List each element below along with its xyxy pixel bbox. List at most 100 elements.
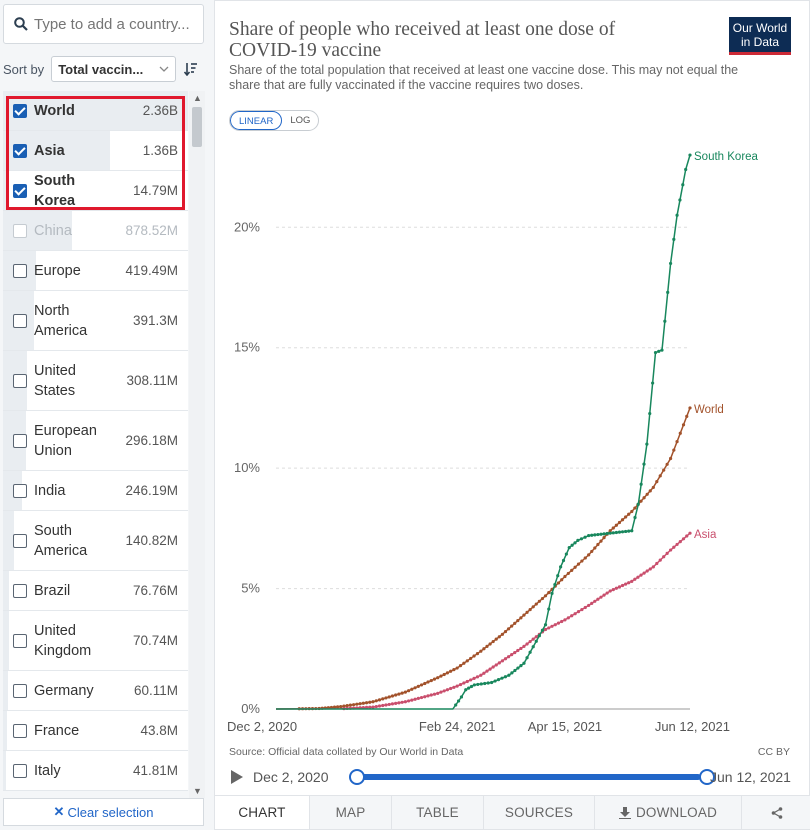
country-checkbox[interactable] xyxy=(13,313,27,328)
country-checkbox[interactable] xyxy=(13,143,27,158)
data-point xyxy=(439,674,443,678)
country-row[interactable]: France 43.8M xyxy=(3,711,188,751)
country-row[interactable]: South America 140.82M xyxy=(3,511,188,571)
country-row[interactable]: Europe 419.49M xyxy=(3,251,188,291)
data-point xyxy=(496,678,501,682)
timeline-end-handle[interactable] xyxy=(699,769,715,785)
data-point xyxy=(494,663,498,667)
country-checkbox[interactable] xyxy=(13,683,27,698)
sort-order-icon[interactable] xyxy=(184,62,198,76)
country-name: World xyxy=(34,102,75,119)
data-point xyxy=(403,700,407,704)
scale-toggle: LINEAR LOG xyxy=(229,110,320,131)
country-row[interactable]: China 878.52M xyxy=(3,211,188,251)
country-value: 1.36B xyxy=(142,143,178,158)
country-checkbox[interactable] xyxy=(13,373,27,388)
linear-scale-button[interactable]: LINEAR xyxy=(230,111,283,130)
data-point xyxy=(566,616,570,620)
country-checkbox[interactable] xyxy=(13,483,27,498)
logo-line-1: Our World xyxy=(732,21,788,35)
data-point xyxy=(624,582,628,586)
country-checkbox[interactable] xyxy=(13,763,27,778)
play-icon[interactable] xyxy=(231,770,243,784)
country-checkbox[interactable] xyxy=(13,433,27,448)
series-label: Asia xyxy=(694,529,717,541)
country-row[interactable]: Asia 1.36B xyxy=(3,131,188,171)
series-line-world xyxy=(275,407,691,710)
data-point xyxy=(500,676,504,680)
data-point xyxy=(491,639,495,644)
country-value: 41.81M xyxy=(132,763,178,778)
data-point xyxy=(681,183,685,187)
country-checkbox[interactable] xyxy=(13,103,27,118)
data-point xyxy=(627,529,631,533)
clear-selection-button[interactable]: ✕ Clear selection xyxy=(3,798,204,826)
data-point xyxy=(563,574,567,579)
data-point xyxy=(648,567,652,571)
data-point xyxy=(658,474,662,478)
data-point xyxy=(534,639,538,643)
data-point xyxy=(510,624,514,628)
country-row[interactable]: India 246.19M xyxy=(3,471,188,511)
country-checkbox[interactable] xyxy=(13,633,27,648)
timeline-track[interactable] xyxy=(351,774,701,780)
owid-logo[interactable]: Our World in Data xyxy=(729,17,791,55)
country-checkbox[interactable] xyxy=(13,533,27,548)
data-point xyxy=(570,543,574,547)
country-row[interactable]: United Kingdom 70.74M xyxy=(3,611,188,671)
country-checkbox[interactable] xyxy=(13,183,27,198)
country-row[interactable]: European Union 296.18M xyxy=(3,411,188,471)
country-row[interactable]: North America 391.3M xyxy=(3,291,188,351)
country-name: France xyxy=(34,722,80,739)
country-checkbox[interactable] xyxy=(13,263,27,278)
tab-table[interactable]: TABLE xyxy=(392,796,484,829)
log-scale-button[interactable]: LOG xyxy=(290,115,311,126)
list-scrollbar[interactable]: ▲ ▼ xyxy=(189,91,205,798)
scroll-down-icon[interactable]: ▼ xyxy=(193,786,202,796)
country-row[interactable]: Italy 41.81M xyxy=(3,751,188,791)
data-point xyxy=(510,653,514,657)
tab-download[interactable]: DOWNLOAD xyxy=(595,796,742,829)
license-note[interactable]: CC BY xyxy=(757,746,790,758)
data-point xyxy=(390,694,395,698)
country-name: Brazil xyxy=(34,582,71,599)
data-point xyxy=(630,579,634,583)
country-checkbox[interactable] xyxy=(13,723,27,738)
data-point xyxy=(522,613,526,617)
scroll-up-icon[interactable]: ▲ xyxy=(193,93,202,103)
data-point xyxy=(678,540,682,544)
data-point xyxy=(567,546,571,550)
country-row[interactable]: Germany 60.11M xyxy=(3,671,188,711)
data-point xyxy=(593,533,597,537)
country-row[interactable]: South Korea 14.79M xyxy=(3,171,188,211)
tab-chart[interactable]: CHART xyxy=(215,796,310,829)
country-row[interactable]: United States 308.11M xyxy=(3,351,188,411)
search-box[interactable] xyxy=(3,4,204,44)
timeline-start-handle[interactable] xyxy=(349,769,365,785)
data-point xyxy=(522,661,526,665)
country-checkbox[interactable] xyxy=(13,583,27,598)
share-button[interactable] xyxy=(742,796,810,829)
data-point xyxy=(563,618,567,622)
data-point xyxy=(534,602,538,606)
data-point xyxy=(556,621,561,625)
country-checkbox[interactable] xyxy=(13,223,27,238)
data-point xyxy=(547,626,551,630)
scrollbar-thumb[interactable] xyxy=(192,107,202,147)
tab-sources[interactable]: SOURCES xyxy=(484,796,595,829)
data-point xyxy=(645,442,649,446)
country-row[interactable]: Brazil 76.76M xyxy=(3,571,188,611)
share-icon xyxy=(771,806,782,819)
data-point xyxy=(381,703,385,708)
source-note[interactable]: Source: Official data collated by Our Wo… xyxy=(229,746,464,758)
timeline: Dec 2, 2020 Jun 12, 2021 xyxy=(229,765,795,789)
tab-map[interactable]: MAP xyxy=(310,796,392,829)
data-point xyxy=(624,529,628,534)
search-input[interactable] xyxy=(34,15,194,33)
sort-select[interactable]: Total vaccin... xyxy=(51,56,177,82)
data-point xyxy=(587,553,591,557)
data-point xyxy=(688,153,692,157)
data-point xyxy=(662,468,666,472)
data-point xyxy=(436,691,440,695)
country-row[interactable]: World 2.36B xyxy=(3,91,188,131)
